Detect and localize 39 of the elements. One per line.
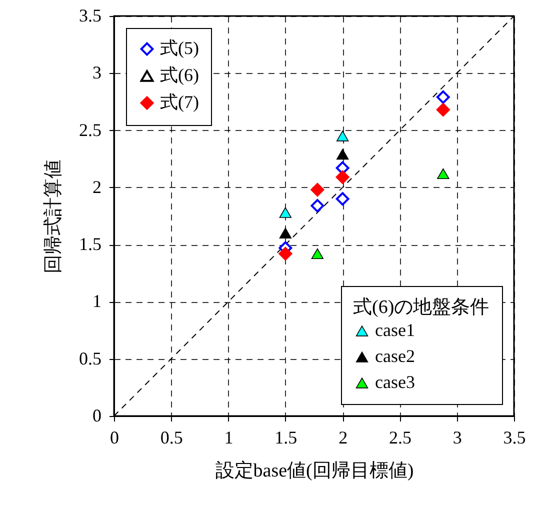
- y-tick-label: 1.5: [79, 234, 102, 254]
- x-tick-label: 1.5: [274, 428, 298, 448]
- point: [310, 199, 324, 212]
- x-tick-label: 2: [338, 428, 348, 448]
- point: [310, 183, 324, 196]
- legend-label: case1: [375, 320, 415, 340]
- y-tick-label: 3.5: [79, 6, 102, 26]
- point: [437, 168, 450, 180]
- y-tick-label: 2.5: [79, 120, 102, 140]
- x-tick-label: 1: [224, 428, 234, 448]
- point: [311, 248, 324, 260]
- x-tick-label: 2.5: [388, 428, 412, 448]
- point: [436, 90, 450, 104]
- x-axis-title: 設定base値(回帰目標値): [215, 460, 414, 482]
- legend-title: 式(6)の地盤条件: [353, 297, 490, 318]
- y-tick-label: 1: [92, 291, 102, 312]
- legend-label: case3: [375, 372, 415, 392]
- point: [279, 228, 292, 238]
- point: [279, 207, 292, 218]
- point: [336, 161, 350, 175]
- y-axis-title: 回帰式計算値: [43, 160, 64, 274]
- legend-label: 式(5): [160, 38, 199, 58]
- y-tick-label: 0.5: [79, 348, 102, 368]
- x-tick-label: 0: [110, 428, 119, 448]
- point: [336, 148, 349, 160]
- legend-label: case2: [375, 346, 415, 366]
- point: [278, 247, 292, 260]
- point: [436, 103, 450, 116]
- legend-label: 式(7): [160, 92, 199, 112]
- y-tick-label: 2: [92, 176, 102, 197]
- x-tick-label: 3.5: [503, 428, 526, 448]
- point: [336, 130, 349, 142]
- legend-label: 式(6): [160, 65, 199, 85]
- point: [336, 170, 350, 184]
- x-tick-label: 3: [452, 428, 462, 448]
- y-tick-label: 3: [92, 62, 102, 83]
- x-tick-label: 0.5: [160, 428, 183, 448]
- point: [336, 192, 350, 206]
- y-tick-label: 0: [92, 406, 102, 426]
